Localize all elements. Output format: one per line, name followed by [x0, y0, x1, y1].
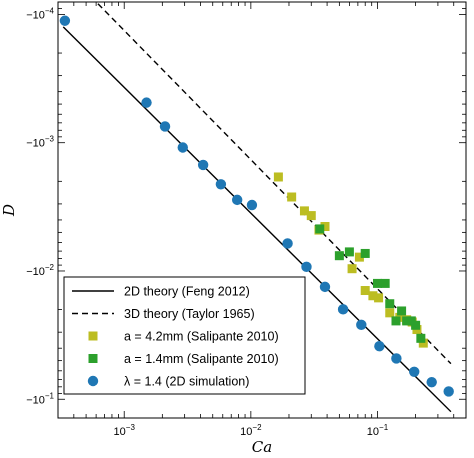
legend-item-2d-theory: 2D theory (Feng 2012)	[72, 285, 250, 299]
series-salipante-1-4mm-point	[334, 251, 344, 261]
legend-square-swatch	[88, 354, 98, 363]
series-salipante-4-2mm-point	[273, 172, 283, 182]
legend-item-salipante-1-4mm: a = 1.4mm (Salipante 2010)	[88, 352, 279, 366]
series-simulation-point	[141, 97, 152, 108]
series-salipante-1-4mm-point	[397, 306, 407, 316]
series-simulation-point	[177, 142, 188, 153]
series-salipante-1-4mm-point	[385, 299, 395, 309]
series-simulation-point	[443, 386, 454, 397]
series-simulation-point	[426, 376, 437, 388]
series-simulation-point	[59, 15, 71, 26]
series-salipante-4-2mm-point	[299, 206, 309, 216]
series-simulation-point	[409, 366, 420, 378]
series-salipante-4-2mm-point	[306, 211, 316, 221]
series-salipante-4-2mm-point	[374, 293, 384, 303]
legend-label: 2D theory (Feng 2012)	[124, 285, 250, 299]
series-salipante-4-2mm-point	[368, 291, 378, 301]
series-salipante-4-2mm-point	[287, 192, 297, 202]
series-simulation-point	[246, 199, 258, 211]
series-simulation-point	[391, 353, 402, 364]
legend-item-salipante-4-2mm: a = 4.2mm (Salipante 2010)	[88, 330, 279, 344]
y-tick-label: −10−2	[26, 263, 54, 278]
series-simulation-point	[215, 179, 227, 190]
series-layer	[59, 3, 454, 413]
series-salipante-1-4mm-point	[416, 333, 426, 343]
series-simulation-point	[231, 194, 243, 206]
plot-area	[59, 3, 454, 413]
series-salipante-4-2mm-point	[385, 308, 395, 318]
series-salipante-1-4mm-point	[344, 247, 354, 257]
series-salipante-1-4mm-point	[380, 278, 390, 288]
legend-circle-swatch	[87, 375, 99, 387]
legend-box	[63, 276, 306, 395]
series-simulation-point	[282, 238, 293, 249]
series-salipante-1-4mm-point	[411, 320, 421, 330]
x-tick-label: 10−2	[240, 423, 262, 438]
y-tick-label: −10−3	[26, 135, 54, 150]
plot-frame	[57, 1, 467, 419]
series-salipante-1-4mm-point	[391, 316, 401, 326]
series-simulation-point	[197, 159, 209, 171]
y-axis-label: D	[0, 204, 18, 217]
x-tick-label: 10−1	[367, 423, 389, 438]
x-tick-label: 10−3	[114, 423, 136, 438]
series-simulation-point	[374, 341, 385, 352]
series-simulation-point	[301, 261, 312, 273]
legend-label: a = 1.4mm (Salipante 2010)	[124, 352, 279, 366]
series-salipante-1-4mm-point	[372, 278, 382, 288]
series-simulation-point	[319, 281, 331, 293]
theory-2d-line	[62, 26, 452, 413]
series-simulation-point	[356, 319, 367, 331]
series-simulation-point	[159, 121, 171, 132]
series-salipante-1-4mm-point	[402, 316, 412, 326]
legend-label: λ = 1.4 (2D simulation)	[124, 375, 249, 389]
series-salipante-4-2mm-point	[347, 264, 357, 274]
y-tick-label: −10−1	[26, 391, 54, 406]
legend: 2D theory (Feng 2012) 3D theory (Taylor 1…	[63, 276, 306, 395]
legend-square-swatch	[88, 331, 98, 341]
legend-label: a = 4.2mm (Salipante 2010)	[124, 330, 279, 344]
series-salipante-1-4mm-point	[360, 248, 370, 258]
legend-item-3d-theory: 3D theory (Taylor 1965)	[72, 307, 255, 321]
legend-item-simulation: λ = 1.4 (2D simulation)	[87, 375, 249, 389]
axes: 10−3 10−2 10−1 −10−4 −10−3 −10−2 −10−1 Ca D	[0, 1, 467, 456]
x-axis-label: Ca	[252, 438, 272, 456]
series-salipante-4-2mm-point	[320, 221, 330, 231]
y-tick-label: −10−4	[26, 6, 54, 21]
series-salipante-4-2mm-point	[360, 286, 370, 296]
series-salipante-1-4mm-point	[315, 224, 325, 234]
legend-label: 3D theory (Taylor 1965)	[124, 307, 255, 321]
series-salipante-4-2mm-point	[354, 252, 364, 262]
series-salipante-4-2mm-point	[418, 338, 428, 348]
series-simulation-point	[337, 304, 349, 315]
